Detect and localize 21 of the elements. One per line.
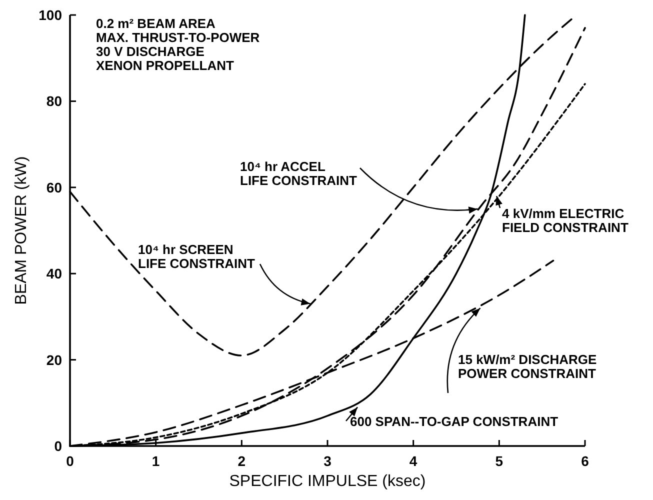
y-tick-label: 20 — [46, 352, 62, 368]
x-tick-label: 6 — [581, 453, 590, 469]
x-tick-label: 2 — [238, 453, 246, 469]
y-axis-title: BEAM POWER (kW) — [13, 156, 30, 305]
x-axis-title: SPECIFIC IMPULSE (ksec) — [229, 473, 426, 490]
annotation: 15 kW/m² DISCHARGE POWER CONSTRAINT — [458, 352, 598, 381]
y-tick-label: 40 — [46, 266, 62, 282]
y-tick-label: 0 — [54, 438, 62, 454]
x-tick-label: 0 — [66, 453, 74, 469]
y-tick-label: 60 — [46, 179, 62, 196]
x-tick-label: 4 — [409, 453, 418, 469]
annotation: 4 kV/mm ELECTRIC FIELD CONSTRAINT — [502, 206, 628, 235]
annotation: 0.2 m² BEAM AREA MAX. THRUST-TO-POWER 30 V DISCHARGE XENON PROPELLANT — [96, 16, 260, 73]
annotation: 10⁴ hr ACCEL LIFE CONSTRAINT — [240, 159, 358, 188]
x-tick-label: 1 — [152, 453, 160, 469]
x-tick-label: 5 — [495, 453, 504, 469]
y-tick-label: 100 — [38, 7, 62, 23]
annotation: 10⁴ hr SCREEN LIFE CONSTRAINT — [138, 242, 256, 271]
y-tick-label: 80 — [46, 93, 62, 110]
x-tick-label: 3 — [324, 453, 332, 469]
annotation: 600 SPAN--TO-GAP CONSTRAINT — [350, 414, 558, 429]
